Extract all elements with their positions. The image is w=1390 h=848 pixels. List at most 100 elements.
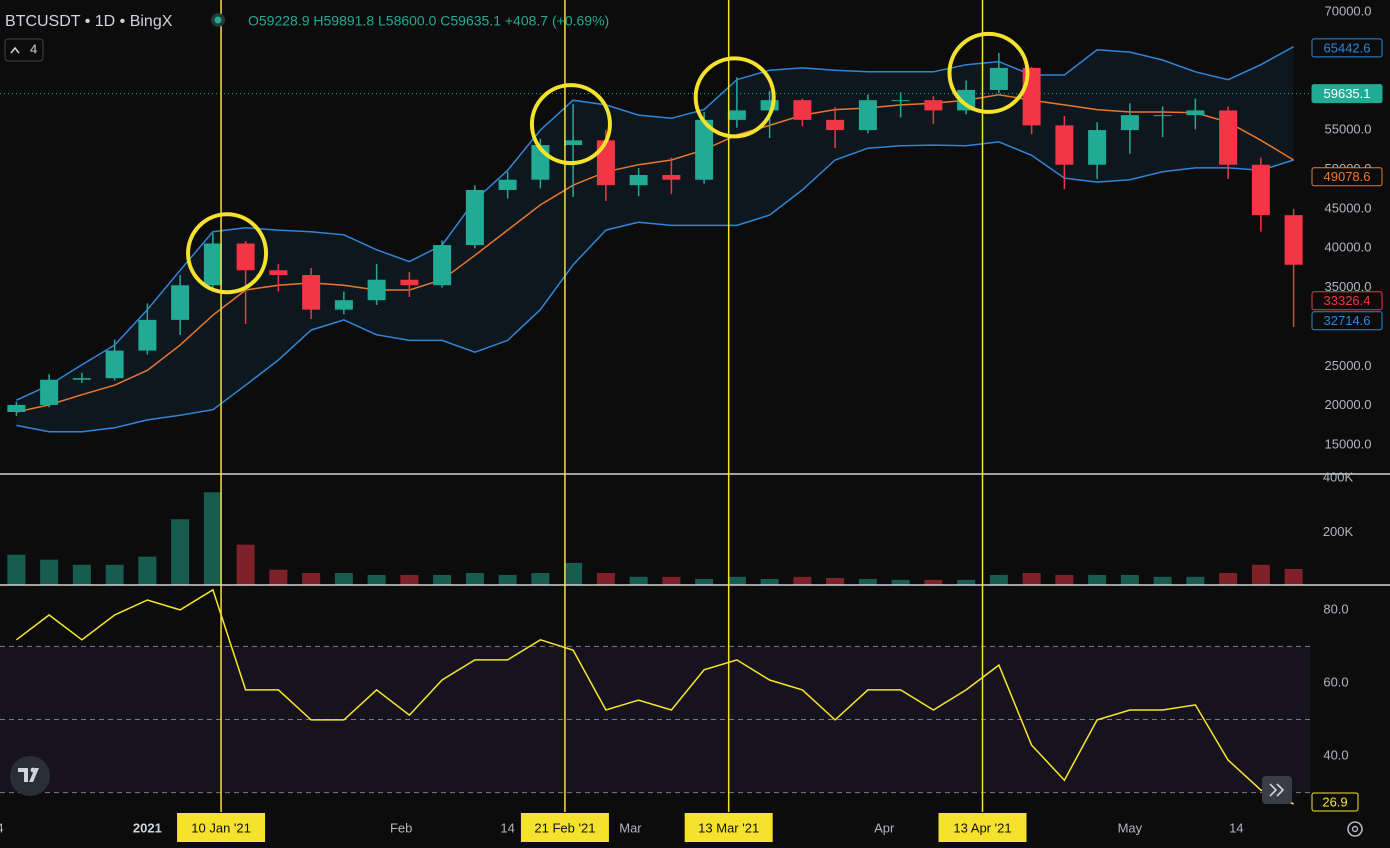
- candle-body: [269, 270, 288, 275]
- settings-icon: [1351, 825, 1359, 833]
- candle-body: [596, 140, 615, 186]
- candle-body: [891, 100, 910, 102]
- candle-body: [760, 100, 779, 111]
- indicator-value-label: 65442.6: [1324, 40, 1371, 55]
- logo-dot: [30, 767, 36, 773]
- volume-bar: [433, 574, 452, 585]
- volume-bar: [72, 564, 91, 585]
- candle-body: [302, 274, 321, 310]
- volume-bar: [1120, 574, 1139, 585]
- rsi-tick-label: 40.0: [1323, 748, 1348, 763]
- volume-bar: [662, 576, 681, 585]
- volume-bar: [1186, 576, 1205, 585]
- candle-body: [858, 100, 877, 131]
- indicator-value-label: 49078.6: [1324, 169, 1371, 184]
- volume-bar: [858, 579, 877, 585]
- candle-body: [400, 279, 419, 286]
- indicator-value-label-box: [1311, 291, 1383, 311]
- candle-body: [662, 174, 681, 180]
- candle-body: [465, 189, 484, 246]
- candle-body: [564, 140, 583, 146]
- candle-body: [72, 378, 91, 380]
- volume-bar: [531, 573, 550, 585]
- volume-bar: [1251, 564, 1270, 585]
- scroll-icon: [1269, 783, 1285, 797]
- y-tick-label: 40000.0: [1325, 240, 1372, 255]
- highlight-date-box: [520, 813, 609, 842]
- y-tick-label: 55000.0: [1325, 122, 1372, 137]
- settings-button[interactable]: [1347, 821, 1363, 837]
- x-tick-label: 4: [0, 820, 4, 835]
- ohlc-legend: O59228.9 H59891.8 L58600.0 C59635.1 +408…: [248, 13, 609, 29]
- volume-bar: [695, 579, 714, 585]
- y-tick-label: 20000.0: [1325, 397, 1372, 412]
- indicator-toggle[interactable]: [4, 38, 44, 62]
- volume-bar: [727, 576, 746, 585]
- x-tick-label: May: [1118, 820, 1143, 835]
- volume-bar: [891, 579, 910, 585]
- x-tick-label: 2021: [133, 820, 162, 835]
- last-price-label: 59635.1: [1324, 86, 1371, 101]
- volume-bar: [596, 573, 615, 585]
- volume-bar: [1284, 568, 1303, 585]
- volume-bar: [269, 569, 288, 585]
- indicator-count: 4: [30, 41, 37, 56]
- highlight-date-box: [177, 813, 266, 842]
- highlight-circle: [529, 83, 612, 166]
- volume-bar: [629, 576, 648, 585]
- candle-body: [7, 404, 26, 413]
- candle-body: [1153, 115, 1172, 117]
- candle-body: [1251, 164, 1270, 216]
- symbol-title: BTCUSDT • 1D • BingX: [5, 13, 173, 30]
- candle-body: [171, 285, 190, 320]
- volume-bar: [924, 579, 943, 585]
- volume-tick-label: 400K: [1323, 469, 1354, 484]
- volume-bar: [989, 574, 1008, 585]
- volume-bar: [302, 573, 321, 585]
- y-tick-label: 15000.0: [1325, 437, 1372, 452]
- candle-body: [727, 110, 746, 120]
- x-tick-label: Apr: [874, 820, 895, 835]
- candle-body: [433, 245, 452, 286]
- candle-body: [793, 100, 812, 120]
- candle-body: [1120, 115, 1139, 131]
- rsi-band: [0, 646, 1310, 793]
- volume-bar: [1219, 573, 1238, 585]
- candle-body: [629, 174, 648, 186]
- highlight-circle: [693, 56, 776, 139]
- volume-bar: [7, 554, 26, 585]
- indicator-value-label: 32714.6: [1324, 313, 1371, 328]
- candle-body: [957, 89, 976, 111]
- candle-body: [1022, 67, 1041, 126]
- indicator-value-label-box: [1311, 38, 1383, 58]
- rsi-tick-label: 80.0: [1323, 601, 1348, 616]
- volume-bar: [105, 564, 124, 585]
- volume-bar: [1088, 574, 1107, 585]
- last-price-label-box: [1311, 84, 1383, 104]
- candle-body: [1219, 110, 1238, 165]
- candle-body: [1284, 215, 1303, 265]
- volume-bar: [1153, 576, 1172, 585]
- volume-bar: [498, 574, 517, 585]
- candle-body: [105, 350, 124, 379]
- rsi-line: [15, 588, 1294, 805]
- band-fill: [16, 46, 1294, 432]
- x-tick-label: 14: [500, 820, 514, 835]
- volume-bar: [760, 579, 779, 585]
- volume-bar: [138, 556, 157, 585]
- volume-bar: [826, 577, 845, 585]
- logo[interactable]: [10, 756, 50, 796]
- bollinger-lower: [16, 141, 1294, 433]
- volume-bar: [400, 574, 419, 585]
- x-tick-label: Feb: [390, 820, 412, 835]
- volume-bar: [793, 576, 812, 585]
- rsi-value-label: 26.9: [1322, 794, 1347, 809]
- rsi-value-box: [1311, 792, 1359, 812]
- volume-bar: [564, 562, 583, 585]
- indicator-value-label: 33326.4: [1324, 293, 1371, 308]
- candle-body: [203, 243, 222, 286]
